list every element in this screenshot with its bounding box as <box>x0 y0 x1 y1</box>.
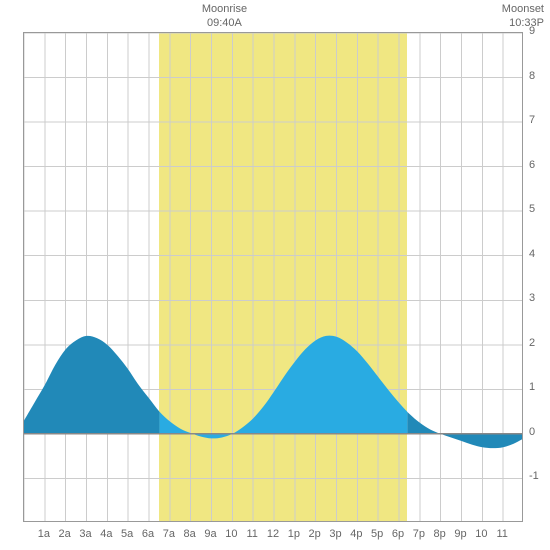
x-tick-label: 9p <box>454 528 466 540</box>
y-tick-label: 3 <box>529 292 549 304</box>
x-tick-label: 2p <box>309 528 321 540</box>
moonset-text: Moonset <box>502 2 544 16</box>
x-tick-label: 5a <box>121 528 133 540</box>
x-tick-label: 3a <box>79 528 91 540</box>
y-tick-label: 6 <box>529 159 549 171</box>
x-tick-label: 3p <box>329 528 341 540</box>
moonrise-label: Moonrise 09:40A <box>194 2 254 31</box>
y-tick-label: -1 <box>529 470 549 482</box>
x-tick-label: 11 <box>246 528 257 540</box>
moonrise-text: Moonrise <box>194 2 254 16</box>
x-tick-label: 4a <box>100 528 112 540</box>
plot-area <box>23 32 523 522</box>
x-tick-label: 1a <box>38 528 50 540</box>
x-tick-label: 4p <box>350 528 362 540</box>
plot-inner <box>24 33 522 521</box>
y-tick-label: 2 <box>529 337 549 349</box>
moonrise-time: 09:40A <box>194 16 254 30</box>
x-tick-label: 12 <box>267 528 279 540</box>
x-tick-label: 6a <box>142 528 154 540</box>
x-tick-label: 8p <box>434 528 446 540</box>
x-tick-label: 1p <box>288 528 300 540</box>
y-tick-label: 7 <box>529 114 549 126</box>
y-tick-label: 8 <box>529 70 549 82</box>
x-tick-label: 6p <box>392 528 404 540</box>
x-tick-label: 10 <box>475 528 487 540</box>
x-tick-label: 7a <box>163 528 175 540</box>
x-tick-label: 7p <box>413 528 425 540</box>
zero-line <box>24 33 522 521</box>
y-tick-label: 1 <box>529 381 549 393</box>
y-tick-label: 9 <box>529 25 549 37</box>
y-tick-label: 5 <box>529 203 549 215</box>
x-tick-label: 9a <box>204 528 216 540</box>
x-tick-label: 2a <box>59 528 71 540</box>
x-tick-label: 5p <box>371 528 383 540</box>
y-tick-label: 4 <box>529 248 549 260</box>
x-tick-label: 10 <box>225 528 237 540</box>
x-tick-label: 8a <box>184 528 196 540</box>
x-tick-label: 11 <box>496 528 507 540</box>
y-tick-label: 0 <box>529 426 549 438</box>
tide-chart: Moonrise 09:40A Moonset 10:33P -10123456… <box>0 0 550 550</box>
